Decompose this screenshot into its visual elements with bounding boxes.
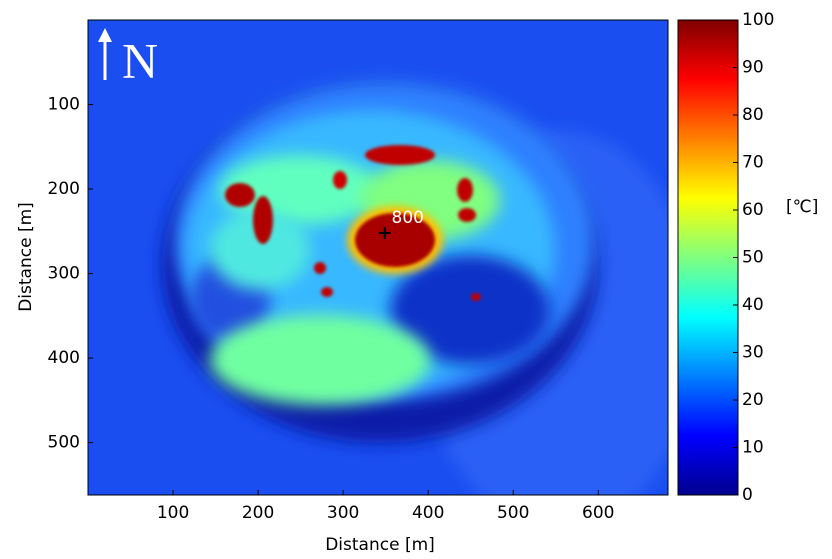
x-tick-label: 500	[497, 503, 529, 523]
x-tick-label: 300	[327, 503, 359, 523]
x-axis-label: Distance [m]	[325, 535, 435, 555]
colorbar-tick-label: 70	[742, 153, 764, 173]
colorbar-tick-label: 80	[742, 105, 764, 125]
thermal-image	[88, 20, 700, 530]
colorbar-tick-label: 50	[742, 248, 764, 268]
y-tick-label: 300	[48, 264, 80, 284]
x-tick-label: 400	[412, 503, 444, 523]
annotation: 800	[392, 208, 424, 228]
y-tick-label: 100	[48, 95, 80, 115]
x-tick-label: 200	[242, 503, 274, 523]
colorbar-tick-label: 40	[742, 295, 764, 315]
y-tick-label: 200	[48, 179, 80, 199]
colorbar-tick-label: 90	[742, 58, 764, 78]
north-label: N	[122, 32, 158, 88]
colorbar-label: [℃]	[786, 197, 818, 217]
x-tick-label: 100	[157, 503, 189, 523]
colorbar	[678, 20, 738, 495]
colorbar-tick-label: 0	[742, 485, 753, 505]
chart: N Distance [m] Distance [m] [℃] 10020030…	[0, 0, 832, 555]
y-tick-label: 400	[48, 348, 80, 368]
colorbar-tick-label: 60	[742, 200, 764, 220]
x-tick-label: 600	[582, 503, 614, 523]
colorbar-tick-label: 30	[742, 343, 764, 363]
colorbar-tick-label: 20	[742, 390, 764, 410]
y-tick-label: 500	[48, 433, 80, 453]
y-axis-label: Distance [m]	[16, 202, 36, 312]
colorbar-tick-label: 100	[742, 10, 774, 30]
colorbar-tick-label: 10	[742, 438, 764, 458]
